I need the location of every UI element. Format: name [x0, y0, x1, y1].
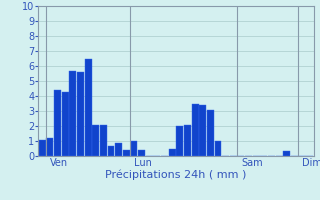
- Text: Ven: Ven: [50, 158, 68, 168]
- Bar: [85, 58, 92, 156]
- Bar: [108, 146, 115, 156]
- Bar: [100, 124, 107, 156]
- Text: Lun: Lun: [134, 158, 152, 168]
- Bar: [46, 138, 53, 156]
- Bar: [207, 110, 214, 156]
- Bar: [284, 151, 290, 156]
- X-axis label: Précipitations 24h ( mm ): Précipitations 24h ( mm ): [105, 170, 247, 180]
- Bar: [39, 140, 46, 156]
- Text: Sam: Sam: [241, 158, 263, 168]
- Bar: [199, 105, 206, 156]
- Bar: [62, 92, 68, 156]
- Bar: [92, 124, 99, 156]
- Bar: [169, 148, 176, 156]
- Bar: [184, 124, 191, 156]
- Text: Dim: Dim: [302, 158, 320, 168]
- Bar: [192, 104, 198, 156]
- Bar: [54, 90, 61, 156]
- Bar: [69, 71, 76, 156]
- Bar: [138, 150, 145, 156]
- Bar: [176, 126, 183, 156]
- Bar: [77, 72, 84, 156]
- Bar: [123, 150, 130, 156]
- Bar: [215, 141, 221, 156]
- Bar: [115, 143, 122, 156]
- Bar: [131, 141, 137, 156]
